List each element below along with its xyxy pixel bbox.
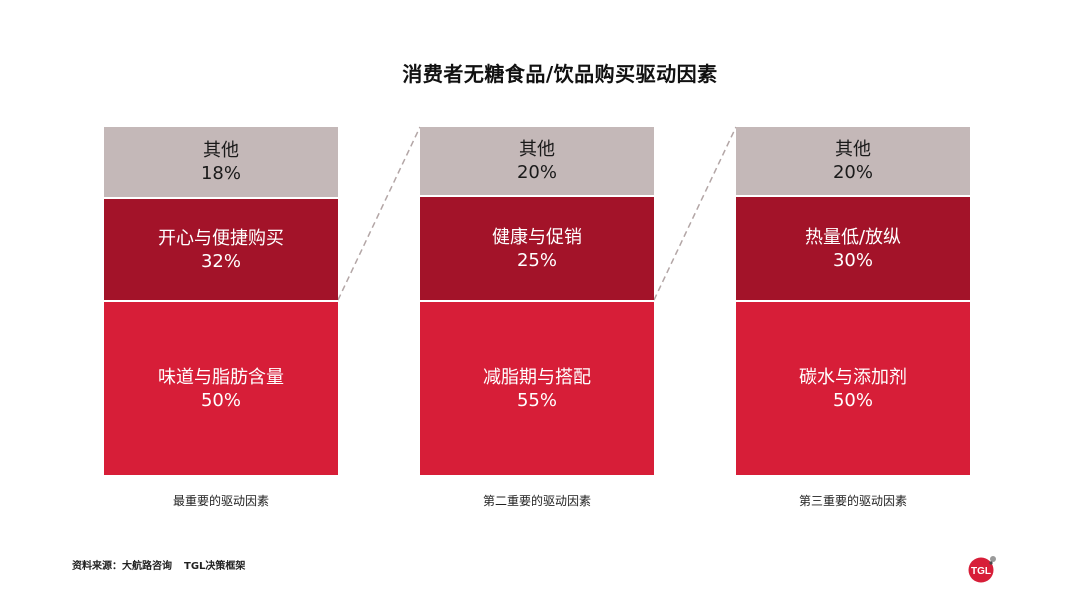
segment-label: 减脂期与搭配 <box>483 366 591 388</box>
segment-label: 开心与便捷购买 <box>158 227 284 249</box>
connector-line-1 <box>337 126 421 301</box>
source-name: 大航路咨询 <box>122 561 172 572</box>
segment-label: 其他 <box>519 139 555 160</box>
segment-label: 其他 <box>203 140 239 161</box>
logo-text: TGL <box>971 566 991 577</box>
framework-name: TGL决策框架 <box>184 561 246 572</box>
connector-line-2 <box>653 126 737 301</box>
column-caption-3: 第三重要的驱动因素 <box>798 494 907 508</box>
segment-value: 25% <box>516 249 557 271</box>
segment-value: 55% <box>516 389 557 411</box>
segment-mid-1: 开心与便捷购买 32% <box>104 199 338 300</box>
segment-mid-2: 健康与促销 25% <box>420 197 654 300</box>
source-note: 资料来源：大航路咨询 TGL决策框架 <box>72 557 245 572</box>
segment-label: 其他 <box>835 139 871 160</box>
segment-label: 健康与促销 <box>492 226 582 248</box>
segment-mid-3: 热量低/放纵 30% <box>736 197 970 300</box>
column-caption-2: 第二重要的驱动因素 <box>482 494 591 508</box>
segment-value: 20% <box>832 162 873 183</box>
source-label: 资料来源： <box>72 561 122 572</box>
segment-value: 32% <box>200 250 241 272</box>
segment-other-3: 其他 20% <box>736 127 970 195</box>
segment-bottom-3: 碳水与添加剂 50% <box>736 302 970 475</box>
segment-value: 18% <box>200 163 241 184</box>
segment-bottom-2: 减脂期与搭配 55% <box>420 302 654 475</box>
column-caption-1: 最重要的驱动因素 <box>172 494 269 508</box>
segment-value: 20% <box>516 162 557 183</box>
logo-dot-gray <box>990 556 996 562</box>
tgl-logo: TGL <box>968 556 996 583</box>
segment-value: 50% <box>832 389 873 411</box>
segment-other-2: 其他 20% <box>420 127 654 195</box>
logo-circle <box>968 557 994 583</box>
segment-other-1: 其他 18% <box>104 127 338 197</box>
logo-dot-dark <box>989 561 993 565</box>
segment-label: 碳水与添加剂 <box>799 366 907 388</box>
segment-value: 30% <box>832 249 873 271</box>
chart-title: 消费者无糖食品/饮品购买驱动因素 <box>402 62 718 86</box>
segment-label: 热量低/放纵 <box>804 226 902 248</box>
segment-label: 味道与脂肪含量 <box>158 366 284 388</box>
segment-bottom-1: 味道与脂肪含量 50% <box>104 302 338 475</box>
segment-value: 50% <box>200 389 241 411</box>
